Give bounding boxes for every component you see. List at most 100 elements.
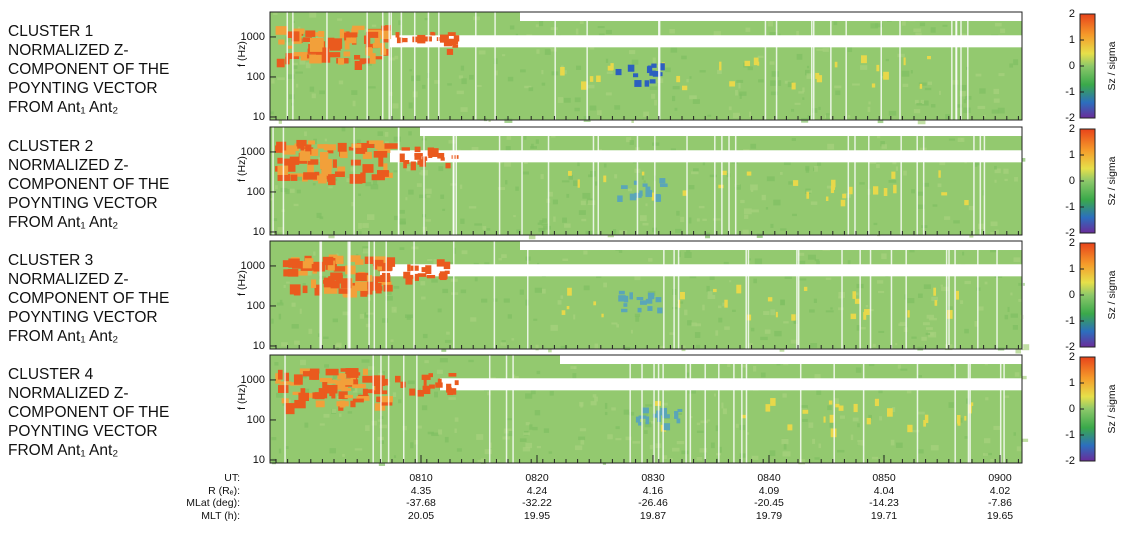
texture bbox=[372, 421, 377, 426]
no-data-region bbox=[380, 264, 1022, 276]
texture bbox=[1018, 283, 1024, 286]
data-gap bbox=[413, 241, 415, 349]
texture bbox=[581, 201, 586, 206]
data-gap bbox=[741, 355, 743, 463]
texture bbox=[860, 65, 867, 70]
texture bbox=[931, 104, 935, 107]
texture bbox=[834, 86, 841, 89]
texture bbox=[1014, 177, 1018, 182]
activity bbox=[634, 80, 641, 87]
activity bbox=[676, 76, 680, 82]
texture bbox=[960, 300, 963, 304]
texture bbox=[607, 72, 613, 74]
texture bbox=[532, 427, 537, 430]
texture bbox=[702, 219, 706, 221]
data-gap bbox=[900, 127, 902, 235]
texture bbox=[640, 215, 647, 221]
texture bbox=[751, 190, 753, 193]
texture bbox=[271, 79, 274, 84]
texture bbox=[529, 87, 534, 91]
data-gap bbox=[284, 355, 286, 463]
activity bbox=[792, 83, 796, 90]
texture bbox=[673, 86, 680, 89]
texture bbox=[387, 292, 392, 295]
data-gap bbox=[380, 355, 382, 463]
texture bbox=[394, 137, 401, 142]
texture bbox=[619, 230, 627, 234]
activity bbox=[435, 382, 442, 387]
texture bbox=[826, 113, 829, 119]
panel-title: FROM Ant₁ Ant₂ bbox=[8, 214, 118, 231]
texture bbox=[1017, 446, 1022, 451]
texture bbox=[635, 316, 639, 321]
activity bbox=[562, 310, 566, 315]
texture bbox=[750, 184, 758, 190]
activity bbox=[956, 291, 959, 300]
data-gap bbox=[641, 355, 643, 463]
activity bbox=[283, 260, 293, 267]
activity bbox=[424, 378, 427, 386]
y-tick-label: 100 bbox=[247, 414, 265, 426]
texture bbox=[729, 106, 732, 110]
activity bbox=[971, 402, 973, 406]
texture bbox=[469, 206, 476, 208]
texture bbox=[976, 74, 982, 77]
texture bbox=[362, 359, 370, 362]
data-gap bbox=[593, 127, 595, 235]
texture bbox=[631, 330, 633, 334]
activity bbox=[638, 422, 641, 426]
data-gap bbox=[659, 12, 661, 120]
texture bbox=[1005, 395, 1010, 398]
data-gap bbox=[690, 355, 692, 463]
data-gap bbox=[870, 241, 872, 349]
activity bbox=[941, 192, 947, 195]
activity bbox=[303, 371, 313, 376]
activity bbox=[412, 37, 419, 43]
x-table-cell: -32.22 bbox=[522, 497, 552, 509]
activity bbox=[964, 416, 966, 421]
texture bbox=[1007, 307, 1009, 312]
texture bbox=[580, 21, 584, 24]
data-gap bbox=[973, 127, 975, 235]
activity bbox=[616, 69, 622, 75]
texture bbox=[424, 360, 428, 363]
texture bbox=[504, 162, 511, 166]
texture bbox=[499, 258, 502, 260]
texture bbox=[896, 166, 898, 170]
texture bbox=[708, 291, 713, 295]
texture bbox=[353, 101, 356, 107]
texture bbox=[696, 345, 700, 348]
texture bbox=[979, 306, 984, 310]
texture bbox=[574, 108, 579, 111]
texture bbox=[304, 423, 308, 428]
texture bbox=[510, 25, 514, 29]
activity bbox=[455, 35, 460, 41]
x-table-cell: 0840 bbox=[757, 472, 781, 484]
texture bbox=[672, 96, 675, 101]
texture bbox=[431, 279, 438, 282]
activity bbox=[568, 171, 572, 176]
x-table-cell: 0820 bbox=[525, 472, 549, 484]
activity bbox=[351, 144, 361, 148]
activity bbox=[278, 370, 283, 380]
texture bbox=[576, 66, 581, 70]
activity bbox=[428, 147, 434, 155]
data-gap bbox=[967, 12, 969, 120]
texture bbox=[371, 184, 379, 189]
panel-title: NORMALIZED Z- bbox=[8, 271, 129, 288]
activity bbox=[362, 164, 373, 173]
activity bbox=[656, 297, 662, 302]
texture bbox=[478, 460, 484, 462]
texture bbox=[927, 315, 934, 319]
texture bbox=[826, 278, 831, 280]
texture bbox=[313, 251, 315, 255]
texture bbox=[405, 197, 407, 200]
activity bbox=[893, 185, 896, 194]
activity bbox=[603, 176, 606, 183]
texture bbox=[770, 61, 775, 64]
data-gap bbox=[1003, 355, 1005, 463]
texture bbox=[406, 166, 410, 171]
data-gap bbox=[968, 355, 970, 463]
texture bbox=[809, 309, 815, 312]
texture bbox=[293, 65, 297, 69]
